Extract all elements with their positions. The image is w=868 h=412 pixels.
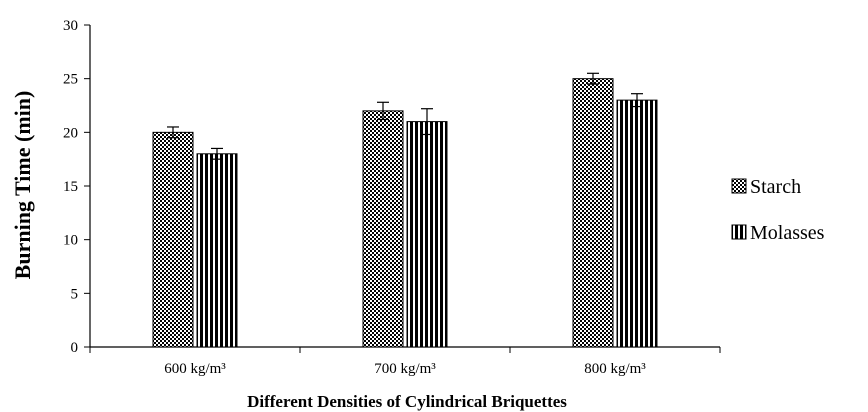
x-tick-label: 600 kg/m³ [164,361,226,377]
y-tick-label: 30 [63,18,78,34]
x-axis-title: Different Densities of Cylindrical Briqu… [247,392,567,411]
y-tick-label: 25 [63,72,78,88]
bar-molasses [616,99,658,348]
x-tick-label: 700 kg/m³ [374,361,436,377]
tick-labels: 0 5 10 15 20 25 30 600 kg/m³ 700 kg/m³ 800 kg/m³ [63,18,646,377]
y-tick-label: 5 [71,286,79,302]
axes [84,24,721,353]
legend-swatch-starch [731,178,747,194]
legend-label-starch: Starch [750,176,801,198]
legend: Starch Molasses [731,176,825,244]
y-axis-title: Burning Time (min) [10,91,35,280]
error-bars [167,72,643,160]
bar-molasses [406,121,448,348]
y-tick-label: 0 [71,340,79,356]
x-tick-label: 800 kg/m³ [584,361,646,377]
bar-molasses [196,153,238,348]
legend-swatch-molasses [731,224,747,240]
bars [152,78,658,348]
y-tick-label: 10 [63,233,78,249]
legend-label-molasses: Molasses [750,222,825,244]
y-tick-label: 15 [63,179,78,195]
y-tick-label: 20 [63,125,78,141]
bar-starch [572,78,614,348]
bar-starch [362,110,404,348]
bar-starch [152,131,194,348]
